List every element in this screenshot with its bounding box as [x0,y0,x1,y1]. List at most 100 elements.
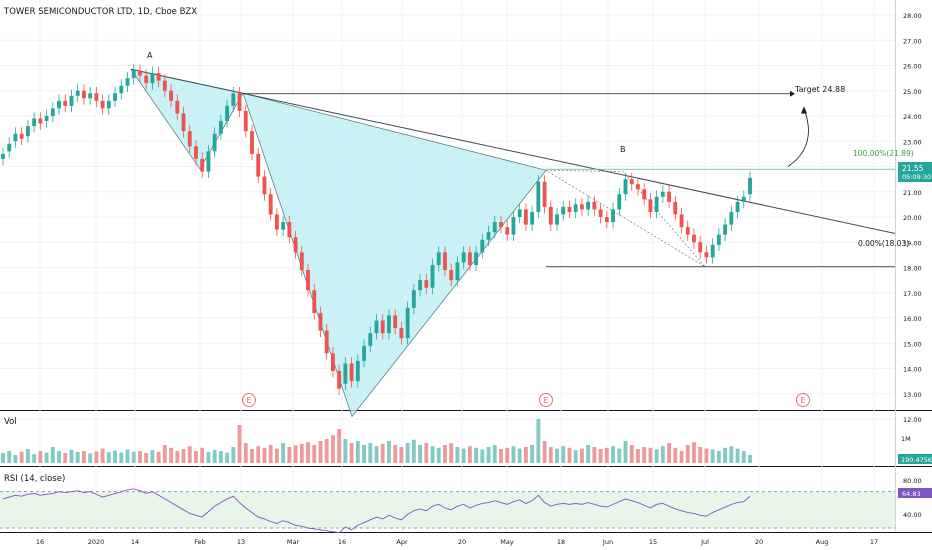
candle-63 [393,309,398,335]
time-label-6: 16 [338,538,346,546]
candle-96 [598,203,603,224]
drawing-lines[interactable] [130,68,896,268]
candle-18 [113,86,117,108]
volume-bar-93 [579,448,584,463]
candle-92 [573,198,578,219]
candle-82 [511,210,516,241]
candle-66 [411,283,416,315]
candle-body-80 [499,222,503,228]
volume-bar-101 [629,445,634,463]
candle-body-114 [710,244,715,258]
volume-bar-2 [13,455,18,463]
candle-50 [312,283,317,320]
candle-98 [611,203,615,229]
candle-46 [287,215,292,244]
candle-5 [32,112,37,133]
volume-bar-73 [455,447,460,463]
volume-bar-18 [113,450,117,463]
candle-body-36 [225,105,230,122]
target-arrowhead [790,90,795,97]
volume-bar-34 [212,449,217,463]
candle-106 [660,185,665,204]
volume-bar-14 [88,453,93,463]
earnings-marker-1[interactable]: E [242,393,256,407]
rsi-tick-80: 80.00 [903,477,922,485]
volume-bar-97 [604,447,609,463]
candle-39 [243,104,248,138]
time-label-0: 16 [36,538,44,546]
candle-body-75 [467,252,472,265]
candle-110 [685,220,690,241]
candle-113 [704,246,709,264]
time-label-14: 20 [755,538,763,546]
candle-58 [362,339,366,368]
candle-body-72 [449,270,454,281]
volume-bar-4 [25,449,30,463]
time-axis[interactable]: 16 2020 14 Feb 13 Mar 16 Apr 20 May 18 Jun 15 Jul 20 Au… [36,538,878,546]
candle-body-102 [636,184,640,190]
candle-body-78 [486,232,491,240]
candle-107 [667,185,672,209]
svg-text:64.83: 64.83 [902,490,921,498]
candle-body-39 [243,110,248,132]
projection-arrow [787,108,809,167]
candle-70 [436,246,441,272]
candle-76 [474,246,479,272]
candle-body-87 [542,181,547,207]
candle-53 [330,347,335,378]
earnings-marker-2[interactable]: E [539,393,553,407]
last-price-badge: 21.55 05:09:30 [898,162,932,182]
candle-28 [175,94,180,120]
volume-bar-60 [374,446,379,463]
volume-bar-111 [692,442,696,463]
candle-body-82 [511,217,516,235]
candle-body-14 [88,93,93,99]
rsi-band [0,491,895,529]
candle-body-74 [461,252,466,263]
harmonic-pattern[interactable] [130,68,706,418]
candle-15 [94,86,99,108]
volume-bar-87 [542,441,547,463]
candle-85 [530,205,535,231]
earnings-marker-3[interactable]: E [796,393,810,407]
candle-body-31 [194,146,198,159]
volume-bar-74 [461,448,466,463]
candle-48 [299,246,304,277]
candle-body-30 [187,131,192,147]
candle-2 [13,127,18,148]
candles[interactable] [1,64,752,396]
candle-body-66 [411,290,416,308]
volume-bar-22 [138,451,142,463]
volume-bar-41 [256,446,261,463]
rsi-title: RSI (14, close) [4,474,65,484]
price-axis[interactable]: 28.0027.0026.0025.0024.0023.0022.0021.00… [903,12,922,424]
candle-body-56 [349,363,354,382]
time-label-5: Mar [287,538,300,546]
candle-84 [523,203,528,231]
candle-body-26 [162,80,167,91]
time-label-12: 15 [649,538,657,546]
candle-body-44 [274,214,279,230]
candle-62 [387,309,391,340]
volume-bar-103 [642,447,647,463]
price-tick-13: 15.00 [903,340,922,348]
time-label-3: Feb [194,538,206,546]
point-a-label: A [147,51,153,60]
volume-bar-47 [293,445,298,463]
candle-body-70 [436,252,441,265]
candle-93 [579,198,584,216]
candle-body-94 [586,201,591,210]
candle-61 [380,314,385,340]
volume-bar-37 [231,447,236,463]
volume-bar-0 [1,453,5,463]
candle-105 [654,190,659,219]
candle-body-25 [156,73,161,81]
candle-86 [536,175,541,219]
candle-body-24 [150,73,155,84]
candle-body-59 [368,333,373,346]
price-tick-7: 21.00 [903,189,922,197]
candle-body-60 [374,320,379,334]
candle-body-115 [716,234,721,245]
volume-bar-76 [474,447,479,463]
